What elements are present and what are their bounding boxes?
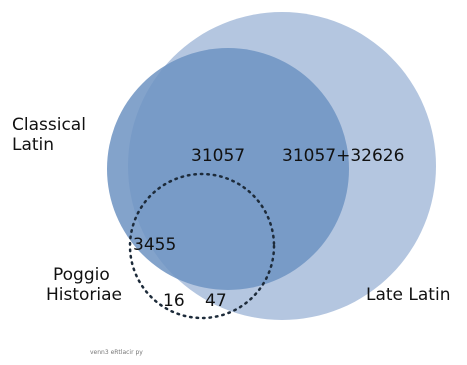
value-poggio-classical-late: 3455 — [133, 235, 176, 255]
classical-latin-label-line1: Classical — [12, 115, 86, 135]
footer-caption: venn3 eRtlacir py — [90, 349, 143, 356]
classical-latin-circle — [107, 48, 349, 290]
poggio-historiae-label-line2: Historiae — [46, 285, 122, 305]
late-latin-label: Late Latin — [366, 285, 450, 305]
value-poggio-late: 47 — [205, 291, 227, 311]
poggio-historiae-circle — [128, 172, 276, 320]
poggio-historiae-label-line1: Poggio — [53, 265, 110, 285]
value-classical-late: 31057 — [191, 146, 245, 166]
value-poggio-only: 16 — [163, 291, 185, 311]
value-late-total: 31057+32626 — [282, 146, 404, 166]
classical-latin-label-line2: Latin — [12, 135, 54, 155]
